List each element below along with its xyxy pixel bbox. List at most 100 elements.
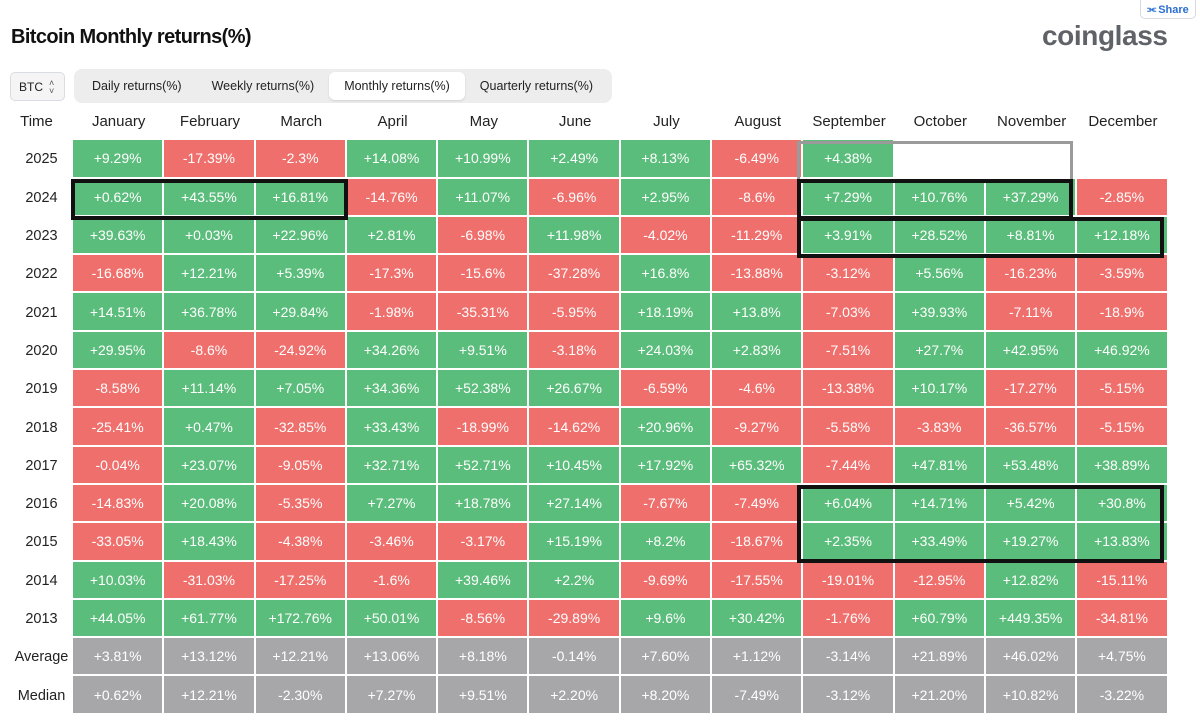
summary-row-label: Median	[17, 687, 66, 704]
return-cell: -35.31%	[438, 293, 530, 332]
page-title: Bitcoin Monthly returns(%)	[11, 26, 252, 48]
return-cell: -24.92%	[255, 331, 347, 371]
return-cell: +13.83%	[1077, 523, 1169, 562]
return-cell: +11.98%	[529, 216, 621, 256]
return-cell: +10.99%	[438, 140, 530, 179]
year-row-label: 2015	[25, 534, 58, 551]
return-cell: +5.39%	[255, 255, 347, 294]
summary-cell: +9.51%	[438, 676, 530, 715]
return-cell: -33.05%	[73, 523, 165, 562]
return-cell: +10.03%	[73, 561, 165, 600]
return-cell: +9.29%	[73, 140, 165, 179]
return-cell: -7.03%	[803, 293, 895, 332]
returns-tabs: Daily returns(%) Weekly returns(%) Month…	[74, 69, 612, 103]
return-cell: +3.91%	[803, 216, 895, 256]
return-cell: +50.01%	[346, 599, 439, 639]
summary-cell: +13.06%	[346, 638, 439, 677]
tab-daily-returns[interactable]: Daily returns(%)	[92, 79, 182, 93]
return-cell: +449.35%	[985, 599, 1078, 639]
return-cell	[894, 140, 986, 179]
tab-monthly-returns[interactable]: Monthly returns(%)	[329, 72, 465, 100]
return-cell: -5.35%	[255, 484, 347, 524]
column-header-month: December	[1088, 112, 1158, 130]
return-cell: +5.56%	[894, 255, 986, 294]
summary-cell: +46.02%	[985, 638, 1078, 677]
column-header-month: June	[558, 112, 592, 130]
return-cell: +65.32%	[712, 446, 804, 485]
return-cell: +60.79%	[894, 599, 986, 639]
return-cell: -8.6%	[164, 331, 256, 371]
year-row-label: 2024	[25, 189, 58, 206]
summary-cell: +13.12%	[164, 638, 256, 677]
share-button[interactable]: ⫘ Share	[1140, 0, 1196, 19]
return-cell: -6.96%	[529, 178, 621, 217]
return-cell: +30.8%	[1077, 484, 1169, 524]
return-cell: +2.83%	[712, 331, 804, 371]
return-cell: -11.29%	[712, 216, 804, 256]
return-cell: +27.7%	[894, 331, 986, 371]
return-cell: -6.59%	[620, 370, 713, 409]
summary-cell: +10.82%	[985, 676, 1078, 715]
return-cell: -4.6%	[712, 370, 804, 409]
summary-cell: +7.60%	[620, 638, 713, 677]
return-cell: +17.92%	[620, 446, 713, 485]
return-cell: +8.81%	[985, 216, 1078, 256]
return-cell	[1077, 140, 1169, 179]
year-row-label: 2022	[25, 266, 58, 283]
return-cell: +8.13%	[620, 140, 713, 179]
sort-chevron-icon: ˄ ˅	[49, 77, 55, 96]
return-cell: -36.57%	[985, 408, 1078, 447]
return-cell: +38.89%	[1077, 446, 1169, 485]
return-cell: +12.82%	[985, 561, 1078, 600]
return-cell: +29.95%	[73, 331, 165, 371]
column-header-time: Time	[20, 112, 53, 130]
summary-cell: -3.12%	[803, 676, 895, 715]
return-cell: -7.11%	[985, 293, 1078, 332]
year-row-label: 2013	[25, 611, 58, 627]
tab-weekly-returns[interactable]: Weekly returns(%)	[211, 79, 315, 93]
return-cell: +11.07%	[438, 178, 530, 217]
return-cell: +16.81%	[255, 178, 347, 217]
return-cell: +18.19%	[620, 293, 713, 332]
column-header-month: October	[913, 112, 967, 130]
return-cell: -25.41%	[73, 408, 165, 447]
summary-cell: -2.30%	[255, 676, 347, 715]
summary-cell: +2.20%	[529, 676, 621, 715]
return-cell: +23.07%	[164, 446, 256, 485]
return-cell: -5.58%	[803, 408, 895, 447]
column-header-month: March	[280, 112, 323, 130]
return-cell: +2.95%	[620, 178, 713, 217]
return-cell: -3.17%	[438, 523, 530, 562]
return-cell: +39.46%	[438, 561, 530, 600]
return-cell: +11.14%	[164, 370, 256, 409]
summary-cell: +12.21%	[164, 676, 256, 715]
coin-select[interactable]: BTC ˄ ˅	[10, 72, 65, 101]
summary-cell: +21.20%	[894, 676, 986, 715]
return-cell: +52.38%	[438, 370, 530, 409]
return-cell: -15.11%	[1077, 561, 1169, 600]
return-cell: +20.96%	[620, 408, 713, 447]
return-cell: +39.93%	[894, 293, 986, 332]
summary-cell: +1.12%	[712, 638, 804, 677]
summary-cell: +21.89%	[894, 638, 986, 677]
return-cell: -14.62%	[529, 408, 621, 447]
return-cell: +44.05%	[73, 599, 165, 639]
return-cell: -6.49%	[712, 140, 804, 179]
column-header-month: September	[812, 112, 886, 130]
share-label: Share	[1158, 3, 1189, 16]
return-cell: -17.39%	[164, 140, 256, 179]
return-cell: +6.04%	[803, 484, 895, 524]
return-cell: +39.63%	[73, 216, 165, 256]
summary-cell: -3.22%	[1077, 676, 1169, 715]
return-cell: -5.15%	[1077, 408, 1169, 447]
return-cell: +0.03%	[164, 216, 256, 256]
return-cell: -15.6%	[438, 255, 530, 294]
year-row-label: 2019	[25, 381, 58, 398]
return-cell: -3.59%	[1077, 255, 1169, 294]
column-header-month: November	[997, 112, 1067, 130]
column-header-month: January	[91, 112, 146, 130]
return-cell: -4.38%	[255, 523, 347, 562]
return-cell: +12.21%	[164, 255, 256, 294]
tab-quarterly-returns[interactable]: Quarterly returns(%)	[479, 79, 594, 93]
return-cell: -31.03%	[164, 561, 256, 600]
